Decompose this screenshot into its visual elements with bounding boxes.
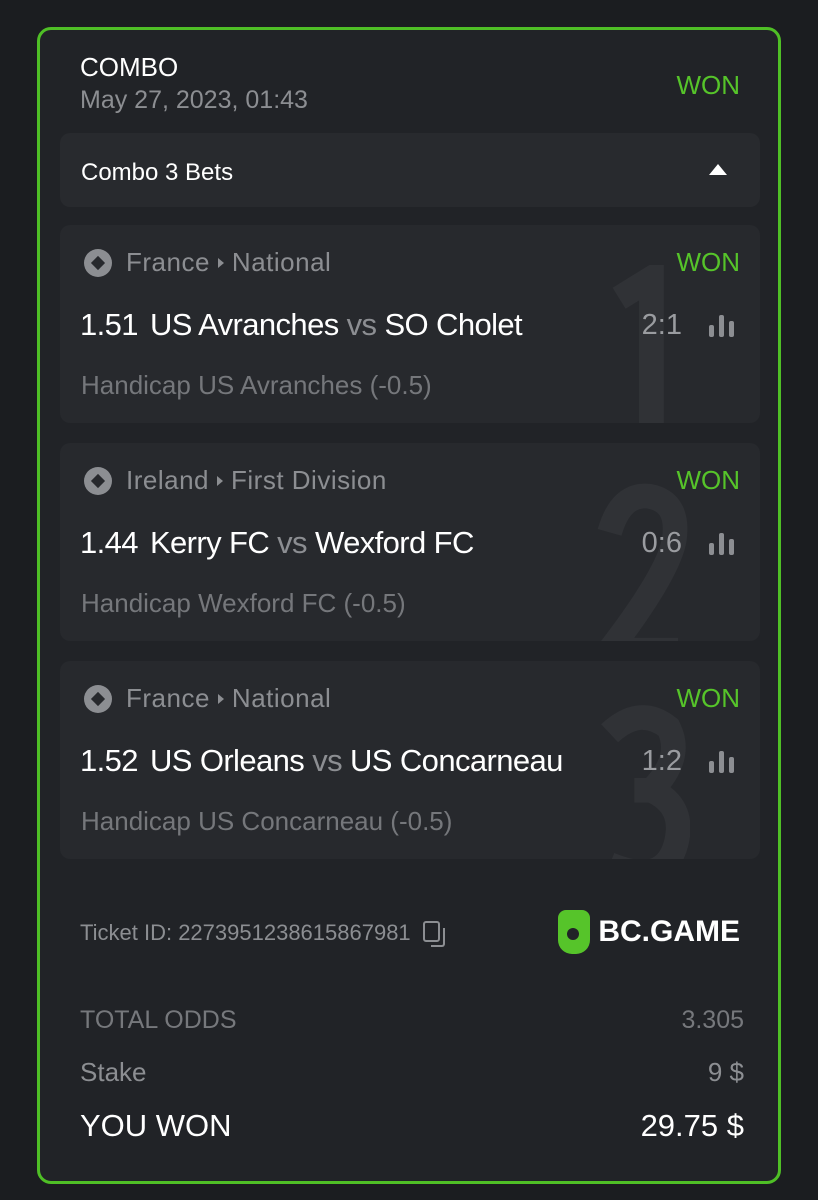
chevron-up-icon — [709, 164, 727, 175]
stats-icon[interactable] — [709, 533, 734, 555]
league-breadcrumb: Ireland First Division — [84, 465, 387, 496]
country: France — [126, 247, 210, 277]
soccer-ball-icon — [84, 684, 112, 713]
brand-logo: BC.GAME — [558, 910, 740, 954]
stats-icon[interactable] — [709, 315, 734, 337]
bet-date: May 27, 2023, 01:43 — [80, 86, 308, 114]
leg-odds: 1.52 — [80, 743, 139, 778]
combo-toggle[interactable]: Combo 3 Bets — [60, 133, 760, 207]
stake-value: 9 $ — [707, 1057, 744, 1087]
soccer-ball-icon — [84, 248, 112, 277]
brand-name: BC.GAME — [598, 915, 740, 948]
ticket-id-row: Ticket ID: 2273951238615867981 — [80, 920, 445, 947]
payout-label: YOU WON — [80, 1108, 232, 1143]
stats-icon[interactable] — [709, 751, 734, 773]
caret-right-icon — [217, 693, 224, 704]
country: Ireland — [126, 465, 209, 495]
total-odds-value: 3.305 — [681, 1006, 744, 1034]
caret-right-icon — [217, 257, 224, 268]
score: 0:6 — [641, 527, 682, 559]
leg-index-watermark — [601, 705, 690, 859]
copy-icon[interactable] — [422, 921, 445, 947]
market: Handicap US Concarneau (-0.5) — [81, 806, 453, 836]
leg-status: WON — [676, 683, 740, 713]
combo-label: Combo 3 Bets — [81, 159, 234, 186]
bet-leg[interactable]: France National WON 1.52 US Orleans vs US … — [60, 661, 760, 859]
leg-index-watermark — [612, 265, 664, 423]
stake-label: Stake — [80, 1057, 147, 1087]
soccer-ball-icon — [84, 466, 112, 495]
leg-status: WON — [676, 247, 740, 277]
market: Handicap Wexford FC (-0.5) — [81, 588, 406, 618]
stake-row: Stake 9 $ — [80, 1057, 744, 1088]
match: 1.44 Kerry FC vs Wexford FC — [80, 525, 474, 561]
league: First Division — [231, 465, 387, 495]
country: France — [126, 683, 210, 713]
payout-row: YOU WON 29.75 $ — [80, 1108, 744, 1144]
league-breadcrumb: France National — [84, 247, 331, 278]
total-odds-row: TOTAL ODDS 3.305 — [80, 1006, 744, 1035]
match: 1.52 US Orleans vs US Concarneau — [80, 743, 563, 779]
away-team: SO Cholet — [384, 307, 523, 342]
vs-label: vs — [346, 307, 377, 342]
leg-odds: 1.44 — [80, 525, 139, 560]
away-team: US Concarneau — [350, 743, 563, 778]
vs-label: vs — [312, 743, 342, 778]
score: 1:2 — [641, 745, 682, 777]
away-team: Wexford FC — [314, 525, 474, 560]
vs-label: vs — [277, 525, 307, 560]
total-odds-label: TOTAL ODDS — [80, 1006, 237, 1034]
home-team: US Avranches — [149, 307, 339, 342]
market: Handicap US Avranches (-0.5) — [81, 370, 432, 400]
bet-leg[interactable]: Ireland First Division WON 1.44 Kerry FC v… — [60, 443, 760, 641]
bet-type: COMBO — [80, 52, 179, 82]
score: 2:1 — [641, 309, 682, 341]
payout-value: 29.75 $ — [640, 1108, 744, 1143]
bet-ticket-card: COMBO May 27, 2023, 01:43 WON Combo 3 Be… — [37, 27, 781, 1184]
leg-index-watermark — [597, 483, 688, 641]
home-team: US Orleans — [149, 743, 305, 778]
ticket-id: Ticket ID: 2273951238615867981 — [80, 920, 411, 945]
home-team: Kerry FC — [149, 525, 270, 560]
bet-leg[interactable]: France National WON 1.51 US Avranches vs S… — [60, 225, 760, 423]
league-breadcrumb: France National — [84, 683, 331, 714]
leg-status: WON — [676, 465, 740, 495]
ticket-status: WON — [676, 70, 740, 100]
leg-odds: 1.51 — [80, 307, 139, 342]
match: 1.51 US Avranches vs SO Cholet — [80, 307, 523, 343]
caret-right-icon — [217, 475, 223, 486]
league: National — [231, 247, 332, 277]
bc-game-logo-icon — [558, 910, 591, 954]
league: National — [231, 683, 332, 713]
